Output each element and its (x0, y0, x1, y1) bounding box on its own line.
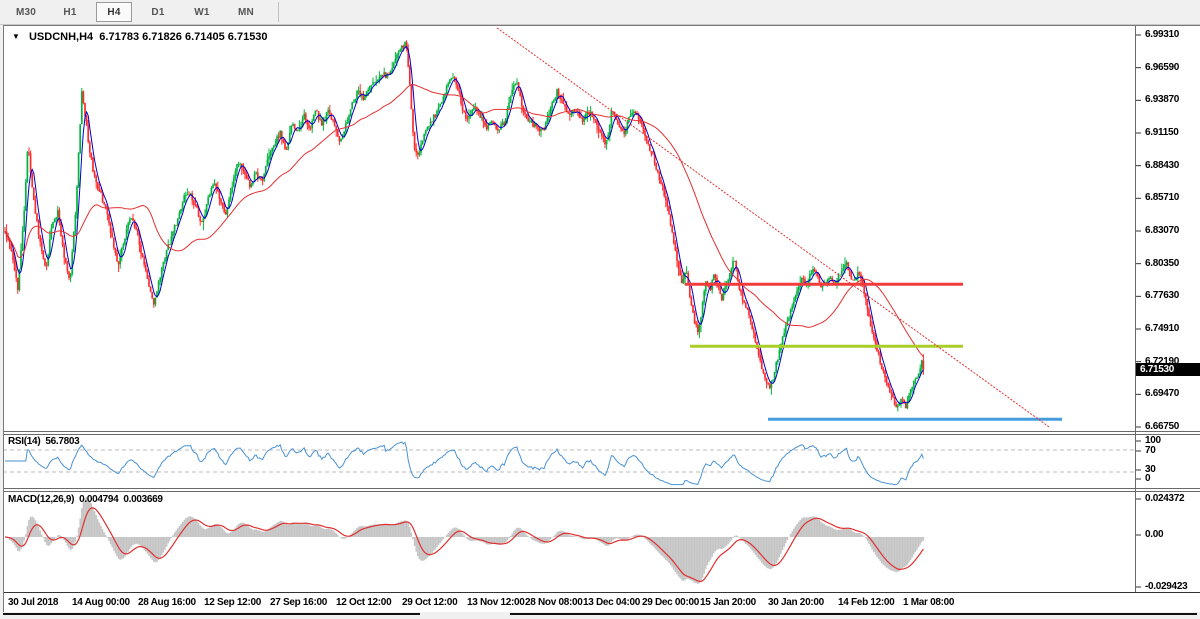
timeframe-button-h1[interactable]: H1 (63, 6, 77, 18)
date-tick-label: 14 Aug 00:00 (72, 597, 130, 608)
date-tick-label: 29 Oct 12:00 (402, 597, 458, 608)
date-tick-label: 1 Mar 08:00 (903, 597, 955, 608)
date-tick-label: 30 Jul 2018 (8, 597, 59, 608)
date-tick-label: 28 Nov 08:00 (525, 597, 583, 608)
chart-window (0, 25, 1200, 612)
date-tick-label: 14 Feb 12:00 (838, 597, 895, 608)
rsi-label: RSI(14) 56.7803 (8, 436, 80, 447)
price-tick-label: 6.88430 (1145, 159, 1180, 171)
bottom-strip (0, 612, 1200, 619)
rsi-splitter-line (0, 434, 1200, 435)
left-margin (0, 25, 3, 619)
macd-splitter-line (0, 491, 1200, 492)
price-tick-label: 6.96590 (1145, 61, 1180, 73)
rsi-tick-label: 30 (1145, 464, 1156, 475)
chart-top-edge (0, 25, 1200, 26)
open-value: 6.71783 (99, 31, 140, 43)
rsi-value: 56.7803 (45, 436, 80, 447)
macd-tick-label: -0.029423 (1145, 581, 1188, 592)
date-tick-label: 12 Oct 12:00 (336, 597, 392, 608)
price-tick-label: 6.72190 (1145, 355, 1180, 367)
timeframe-button-mn[interactable]: MN (238, 6, 254, 18)
timeframe-button-w1[interactable]: W1 (194, 6, 210, 18)
scrollbar-track-right[interactable] (510, 613, 1197, 615)
price-tick-label: 6.91150 (1145, 127, 1179, 138)
date-tick-label: 28 Aug 16:00 (138, 597, 196, 608)
date-tick-label: 13 Nov 12:00 (467, 597, 525, 608)
price-tick-label: 6.85710 (1145, 192, 1180, 204)
low-value: 6.71405 (184, 31, 225, 43)
date-tick-label: 13 Dec 04:00 (583, 597, 641, 608)
macd-label: MACD(12,26,9) 0.004794 0.003669 (8, 494, 163, 505)
date-tick-label: 15 Jan 20:00 (700, 597, 756, 608)
macd-splitter[interactable] (0, 488, 1200, 489)
rsi-name: RSI(14) (8, 436, 41, 447)
timeframe-button-h4[interactable]: H4 (96, 2, 132, 22)
rsi-splitter[interactable] (0, 431, 1200, 432)
timeframe-toolbar: M30 H1 H4 D1 W1 MN (0, 0, 1200, 25)
rsi-tick-label: 70 (1145, 445, 1156, 456)
chart-title: ▼ USDCNH,H4 6.71783 6.71826 6.71405 6.71… (12, 31, 268, 43)
axis-divider (1135, 25, 1136, 593)
close-value: 6.71530 (227, 31, 268, 43)
rsi-tick-label: 0 (1145, 473, 1151, 484)
macd-signal-value: 0.003669 (123, 494, 163, 505)
macd-tick-label: 0.00 (1145, 529, 1164, 540)
date-tick-label: 12 Sep 12:00 (204, 597, 261, 608)
macd-name: MACD(12,26,9) (8, 494, 75, 505)
price-tick-label: 6.66750 (1145, 421, 1180, 432)
price-tick-label: 6.69470 (1145, 388, 1180, 400)
price-tick-label: 6.99310 (1145, 29, 1180, 40)
price-tick-label: 6.74910 (1145, 323, 1180, 334)
macd-main-value: 0.004794 (79, 494, 119, 505)
price-tick-label: 6.83070 (1145, 225, 1180, 236)
price-tick-label: 6.93870 (1145, 94, 1180, 106)
scrollbar-track-left[interactable] (3, 613, 420, 615)
date-tick-label: 30 Jan 20:00 (768, 597, 824, 608)
symbol-label: USDCNH,H4 (28, 31, 94, 43)
date-tick-label: 29 Dec 00:00 (642, 597, 700, 608)
chart-left-edge (3, 25, 4, 612)
date-axis-divider (0, 592, 1200, 593)
toolbar-separator (278, 2, 279, 22)
rsi-tick-label: 100 (1145, 435, 1161, 446)
price-tick-label: 6.77630 (1145, 290, 1180, 302)
date-axis[interactable] (0, 593, 1200, 612)
date-tick-label: 27 Sep 16:00 (270, 597, 327, 608)
chevron-down-icon[interactable]: ▼ (12, 32, 20, 41)
price-tick-label: 6.80350 (1145, 257, 1180, 269)
high-value: 6.71826 (142, 31, 182, 43)
timeframe-button-m30[interactable]: M30 (15, 6, 37, 18)
current-price-tag: 6.71530 (1136, 363, 1200, 376)
macd-tick-label: 0.024372 (1145, 493, 1185, 504)
timeframe-button-d1[interactable]: D1 (151, 6, 165, 18)
